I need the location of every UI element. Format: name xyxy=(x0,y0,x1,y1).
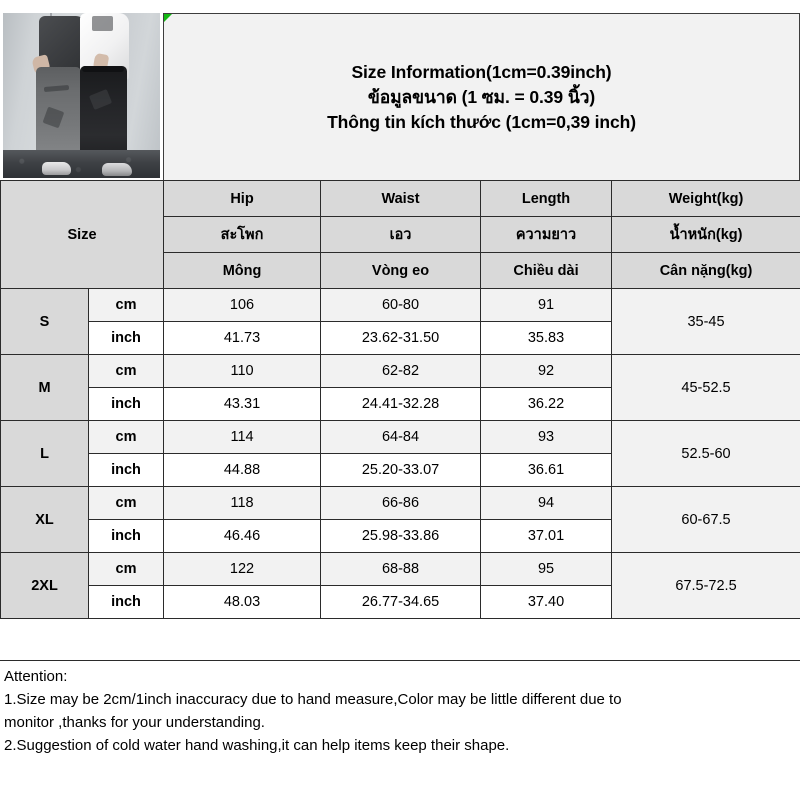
attention-note: Attention: 1.Size may be 2cm/1inch inacc… xyxy=(0,660,800,800)
column-header-length-vi: Chiều dài xyxy=(480,252,613,289)
unit-cm-2xl: cm xyxy=(87,552,165,586)
size-label-2xl: 2XL xyxy=(0,552,89,619)
column-header-hip-vi: Mông xyxy=(163,252,322,289)
unit-cm-m: cm xyxy=(87,354,165,388)
title-block: Size Information(1cm=0.39inch) ข้อมูลขนา… xyxy=(163,13,800,180)
waist-inch-s: 23.62-31.50 xyxy=(320,321,482,355)
hip-cm-l: 114 xyxy=(163,420,322,454)
hip-inch-xl: 46.46 xyxy=(163,519,322,553)
unit-cm-xl: cm xyxy=(87,486,165,520)
photo-left-model-shoes xyxy=(42,161,71,175)
hip-cm-m: 110 xyxy=(163,354,322,388)
photo-right-pants-waistband xyxy=(81,65,124,73)
column-header-hip-en: Hip xyxy=(163,180,322,217)
size-label-xl: XL xyxy=(0,486,89,553)
header-band: Size Information(1cm=0.39inch) ข้อมูลขนา… xyxy=(0,0,800,180)
length-inch-xl: 37.01 xyxy=(480,519,613,553)
size-label-s: S xyxy=(0,288,89,355)
column-header-weight-en: Weight(kg) xyxy=(611,180,800,217)
column-header-length-en: Length xyxy=(480,180,613,217)
title-line-thai: ข้อมูลขนาด (1 ซม. = 0.39 นิ้ว) xyxy=(367,87,596,107)
attention-heading: Attention: xyxy=(4,668,68,685)
length-cm-2xl: 95 xyxy=(480,552,613,586)
photo-right-model-shoes xyxy=(101,163,132,177)
column-header-weight-th: น้ำหนัก(kg) xyxy=(611,216,800,253)
photo-left-model-pants xyxy=(35,67,82,164)
table-header-row-vietnamese: Mông Vòng eo Chiều dài Cân nặng(kg) xyxy=(1,252,800,289)
table-row: inch 46.46 25.98-33.86 37.01 xyxy=(1,519,800,553)
weight-xl: 60-67.5 xyxy=(611,486,800,553)
table-row: L cm 114 64-84 93 52.5-60 xyxy=(0,420,800,487)
hip-cm-xl: 118 xyxy=(163,486,322,520)
photo-right-model-pants xyxy=(79,65,128,165)
hip-inch-s: 41.73 xyxy=(163,321,322,355)
photo-right-model-print xyxy=(92,16,113,32)
column-header-length-th: ความยาว xyxy=(480,216,613,253)
waist-cm-2xl: 68-88 xyxy=(320,552,482,586)
product-photo-cell xyxy=(0,0,163,180)
column-header-hip-th: สะโพก xyxy=(163,216,322,253)
weight-l: 52.5-60 xyxy=(611,420,800,487)
photo-floor-texture xyxy=(3,149,160,178)
comment-marker-icon xyxy=(164,14,172,22)
photo-floor xyxy=(3,149,160,178)
table-row: 2XL cm 122 68-88 95 67.5-72.5 xyxy=(0,552,800,619)
length-cm-m: 92 xyxy=(480,354,613,388)
length-inch-s: 35.83 xyxy=(480,321,613,355)
attention-line-1: 1.Size may be 2cm/1inch inaccuracy due t… xyxy=(4,691,622,708)
length-cm-s: 91 xyxy=(480,288,613,322)
length-inch-2xl: 37.40 xyxy=(480,585,613,619)
waist-inch-l: 25.20-33.07 xyxy=(320,453,482,487)
waist-cm-l: 64-84 xyxy=(320,420,482,454)
size-label-m: M xyxy=(0,354,89,421)
unit-cm-s: cm xyxy=(87,288,165,322)
size-table: Size Hip Waist Length Weight(kg) สะโพก เ… xyxy=(0,180,800,619)
waist-cm-m: 62-82 xyxy=(320,354,482,388)
length-cm-l: 93 xyxy=(480,420,613,454)
waist-cm-xl: 66-86 xyxy=(320,486,482,520)
table-header-row-thai: สะโพก เอว ความยาว น้ำหนัก(kg) xyxy=(1,216,800,253)
column-header-waist-vi: Vòng eo xyxy=(320,252,482,289)
table-row: M cm 110 62-82 92 45-52.5 xyxy=(0,354,800,421)
weight-2xl: 67.5-72.5 xyxy=(611,552,800,619)
size-label-l: L xyxy=(0,420,89,487)
unit-inch-s: inch xyxy=(87,321,165,355)
table-row: inch 48.03 26.77-34.65 37.40 xyxy=(1,585,800,619)
unit-cm-l: cm xyxy=(87,420,165,454)
column-header-weight-vi: Cân nặng(kg) xyxy=(611,252,800,289)
table-row: XL cm 118 66-86 94 60-67.5 xyxy=(0,486,800,553)
hip-cm-s: 106 xyxy=(163,288,322,322)
product-photo xyxy=(3,13,160,178)
attention-line-2: monitor ,thanks for your understanding. xyxy=(4,714,265,731)
hip-inch-2xl: 48.03 xyxy=(163,585,322,619)
hip-cm-2xl: 122 xyxy=(163,552,322,586)
unit-inch-l: inch xyxy=(87,453,165,487)
waist-cm-s: 60-80 xyxy=(320,288,482,322)
column-header-waist-en: Waist xyxy=(320,180,482,217)
column-header-size: Size xyxy=(0,180,165,289)
unit-inch-2xl: inch xyxy=(87,585,165,619)
length-inch-m: 36.22 xyxy=(480,387,613,421)
title-line-vietnamese: Thông tin kích thước (1cm=0,39 inch) xyxy=(327,112,636,132)
waist-inch-2xl: 26.77-34.65 xyxy=(320,585,482,619)
length-inch-l: 36.61 xyxy=(480,453,613,487)
hip-inch-m: 43.31 xyxy=(163,387,322,421)
attention-line-3: 2.Suggestion of cold water hand washing,… xyxy=(4,737,510,754)
column-header-waist-th: เอว xyxy=(320,216,482,253)
waist-inch-xl: 25.98-33.86 xyxy=(320,519,482,553)
waist-inch-m: 24.41-32.28 xyxy=(320,387,482,421)
table-row: inch 44.88 25.20-33.07 36.61 xyxy=(1,453,800,487)
unit-inch-m: inch xyxy=(87,387,165,421)
unit-inch-xl: inch xyxy=(87,519,165,553)
weight-s: 35-45 xyxy=(611,288,800,355)
length-cm-xl: 94 xyxy=(480,486,613,520)
table-header-row-english: Size Hip Waist Length Weight(kg) xyxy=(0,180,800,289)
hip-inch-l: 44.88 xyxy=(163,453,322,487)
table-row: S cm 106 60-80 91 35-45 xyxy=(0,288,800,355)
title-line-english: Size Information(1cm=0.39inch) xyxy=(351,62,612,82)
weight-m: 45-52.5 xyxy=(611,354,800,421)
table-row: inch 43.31 24.41-32.28 36.22 xyxy=(1,387,800,421)
